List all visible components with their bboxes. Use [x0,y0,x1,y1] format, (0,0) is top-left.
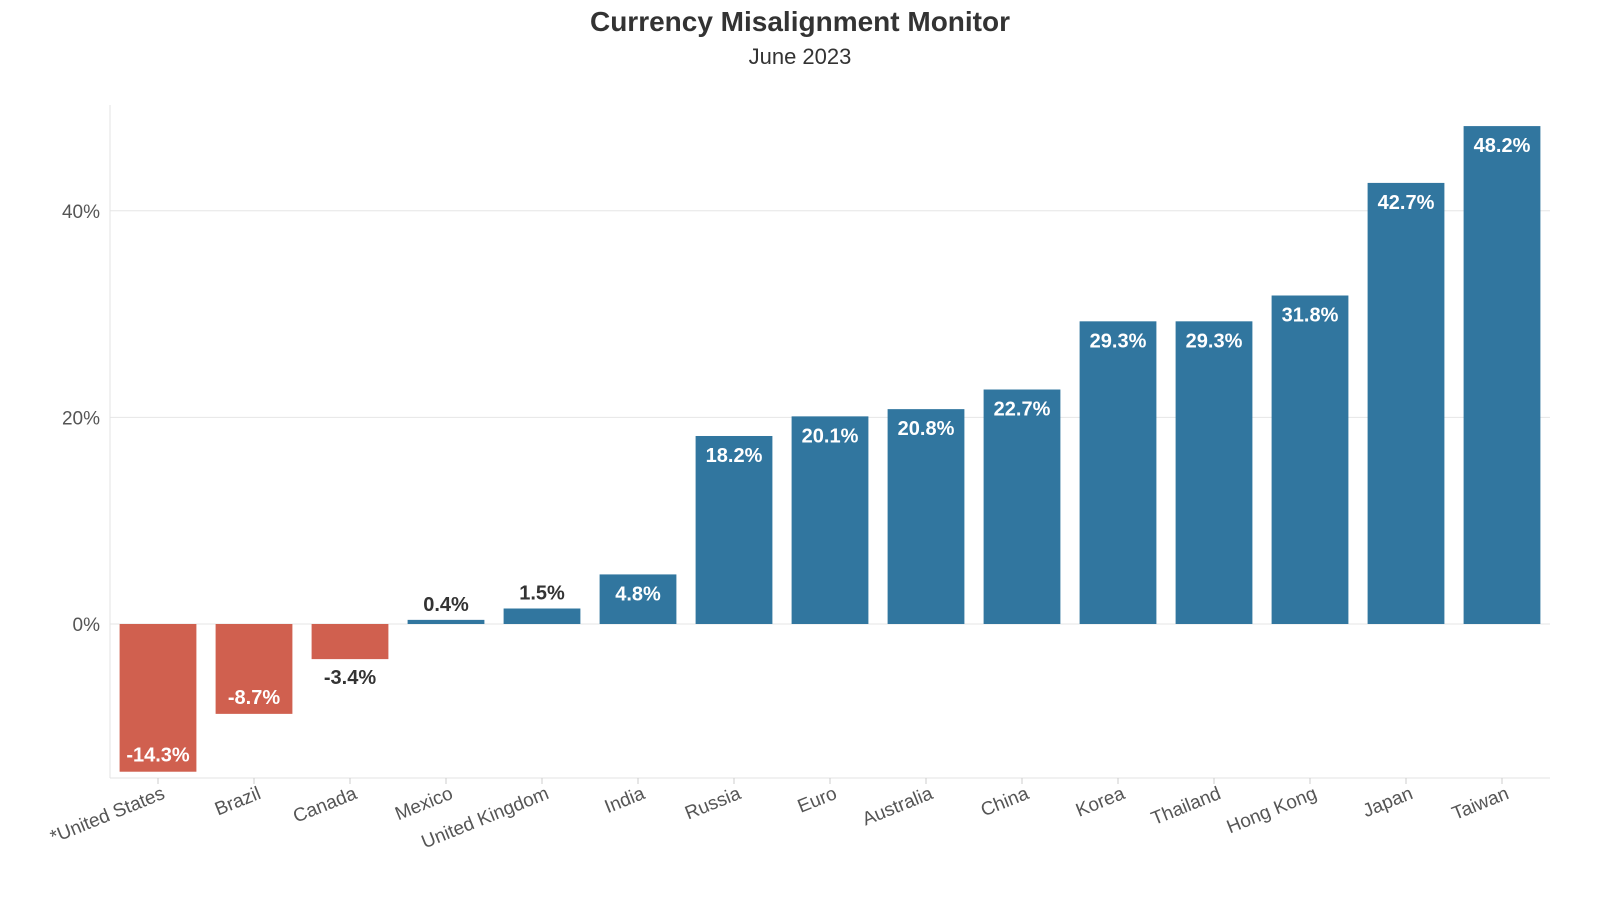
data-label: 29.3% [1186,330,1243,352]
category-label: Thailand [1148,783,1223,830]
data-label: 18.2% [706,445,763,467]
data-label: 1.5% [519,583,565,605]
bar [1367,182,1445,624]
bar [311,624,389,660]
bar [1079,321,1157,624]
bar [1463,126,1541,625]
category-label: Taiwan [1449,783,1512,825]
bar [1271,295,1349,624]
category-label: Australia [859,783,936,830]
category-label: China [978,783,1032,821]
data-label: -8.7% [228,687,280,709]
bar [599,574,677,624]
category-label: Russia [682,783,744,824]
category-label: Korea [1073,783,1128,822]
data-label: 42.7% [1378,192,1435,214]
bar [119,624,197,772]
category-label: Hong Kong [1224,783,1320,838]
bar [791,416,869,624]
data-label: -3.4% [324,667,376,689]
category-label: *United States [47,783,167,848]
bar [695,435,773,624]
category-label: Euro [795,783,840,818]
category-label: Japan [1360,783,1416,822]
bar [887,409,965,624]
bar [215,624,293,714]
y-tick-label: 40% [62,202,100,223]
data-label: 20.1% [802,425,859,447]
bar [503,608,581,624]
data-label: -14.3% [126,745,190,767]
bar [983,389,1061,624]
data-label: 4.8% [615,583,661,605]
data-label: 31.8% [1282,305,1339,327]
bar [1175,321,1253,624]
category-label: Brazil [212,783,264,820]
data-label: 0.4% [423,594,469,616]
chart-subtitle: June 2023 [748,44,852,69]
y-tick-label: 20% [62,408,100,429]
chart-title: Currency Misalignment Monitor [589,6,1011,37]
category-label: Canada [290,783,360,828]
category-label: India [602,783,648,818]
data-label: 20.8% [898,418,955,440]
y-tick-label: 0% [73,615,101,636]
category-label: Mexico [392,783,456,825]
data-label: 29.3% [1090,330,1147,352]
data-label: 22.7% [994,399,1051,421]
data-label: 48.2% [1474,135,1531,157]
bar [407,619,485,624]
